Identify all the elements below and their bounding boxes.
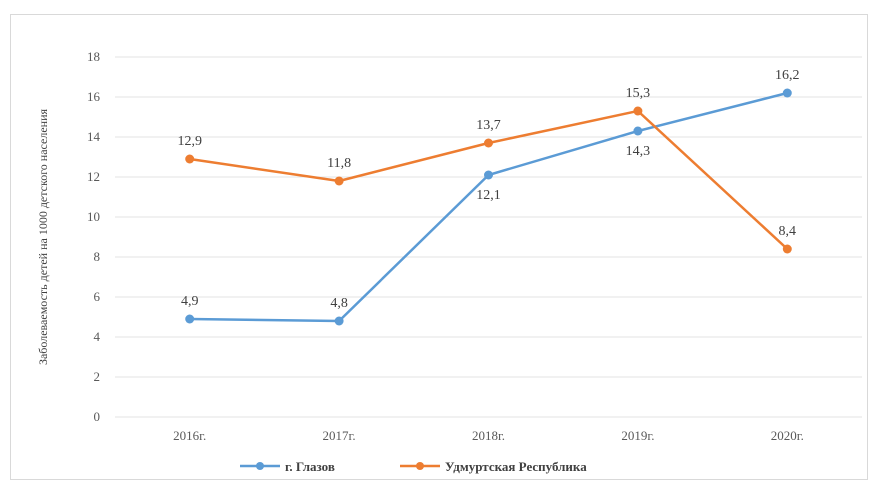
legend: г. Глазов Удмуртская Республика bbox=[240, 459, 587, 474]
y-tick-label: 18 bbox=[87, 49, 100, 64]
data-label: 12,9 bbox=[177, 134, 202, 149]
legend-label: г. Глазов bbox=[285, 459, 335, 474]
x-tick-label: 2018г. bbox=[472, 428, 505, 443]
gridlines bbox=[115, 56, 862, 418]
data-point bbox=[334, 316, 344, 326]
y-tick-label: 0 bbox=[94, 409, 101, 424]
y-tick-label: 4 bbox=[94, 329, 101, 344]
data-label: 14,3 bbox=[626, 144, 651, 159]
x-tick-label: 2019г. bbox=[621, 428, 654, 443]
chart-frame bbox=[10, 14, 868, 480]
data-label: 16,2 bbox=[775, 68, 800, 83]
y-tick-labels: 0 2 4 6 8 10 12 14 16 18 bbox=[87, 49, 101, 424]
data-label: 15,3 bbox=[626, 86, 651, 101]
data-label: 13,7 bbox=[476, 118, 501, 133]
x-tick-label: 2016г. bbox=[173, 428, 206, 443]
data-point bbox=[633, 126, 643, 136]
data-point bbox=[484, 170, 493, 180]
y-axis-label: Заболеваемость детей на 1000 детского на… bbox=[36, 108, 50, 365]
y-tick-label: 6 bbox=[94, 289, 101, 304]
data-label: 4,9 bbox=[181, 294, 199, 309]
y-tick-label: 10 bbox=[87, 209, 100, 224]
data-label: 4,8 bbox=[330, 296, 348, 311]
x-tick-label: 2017г. bbox=[323, 428, 356, 443]
legend-label: Удмуртская Республика bbox=[445, 459, 587, 474]
data-point bbox=[782, 244, 792, 254]
data-point bbox=[782, 88, 792, 98]
legend-marker bbox=[416, 462, 424, 470]
data-point bbox=[185, 314, 195, 324]
data-label: 12,1 bbox=[476, 188, 501, 203]
data-label: 11,8 bbox=[327, 156, 351, 171]
legend-marker bbox=[256, 462, 264, 470]
data-point bbox=[633, 106, 643, 116]
y-tick-label: 12 bbox=[87, 169, 100, 184]
data-point bbox=[484, 138, 493, 148]
x-tick-label: 2020г. bbox=[771, 428, 804, 443]
data-point bbox=[185, 154, 195, 164]
y-tick-label: 2 bbox=[94, 369, 101, 384]
data-label: 8,4 bbox=[779, 224, 797, 239]
y-tick-label: 16 bbox=[87, 89, 101, 104]
data-point bbox=[334, 176, 344, 186]
data-labels: 4,9 4,8 12,1 14,3 16,2 12,9 11,8 13,7 15,3 8,4 bbox=[177, 68, 799, 311]
x-tick-labels: 2016г. 2017г. 2018г. 2019г. 2020г. bbox=[173, 428, 804, 443]
series bbox=[185, 88, 792, 326]
y-tick-label: 14 bbox=[87, 129, 101, 144]
y-tick-label: 8 bbox=[94, 249, 101, 264]
